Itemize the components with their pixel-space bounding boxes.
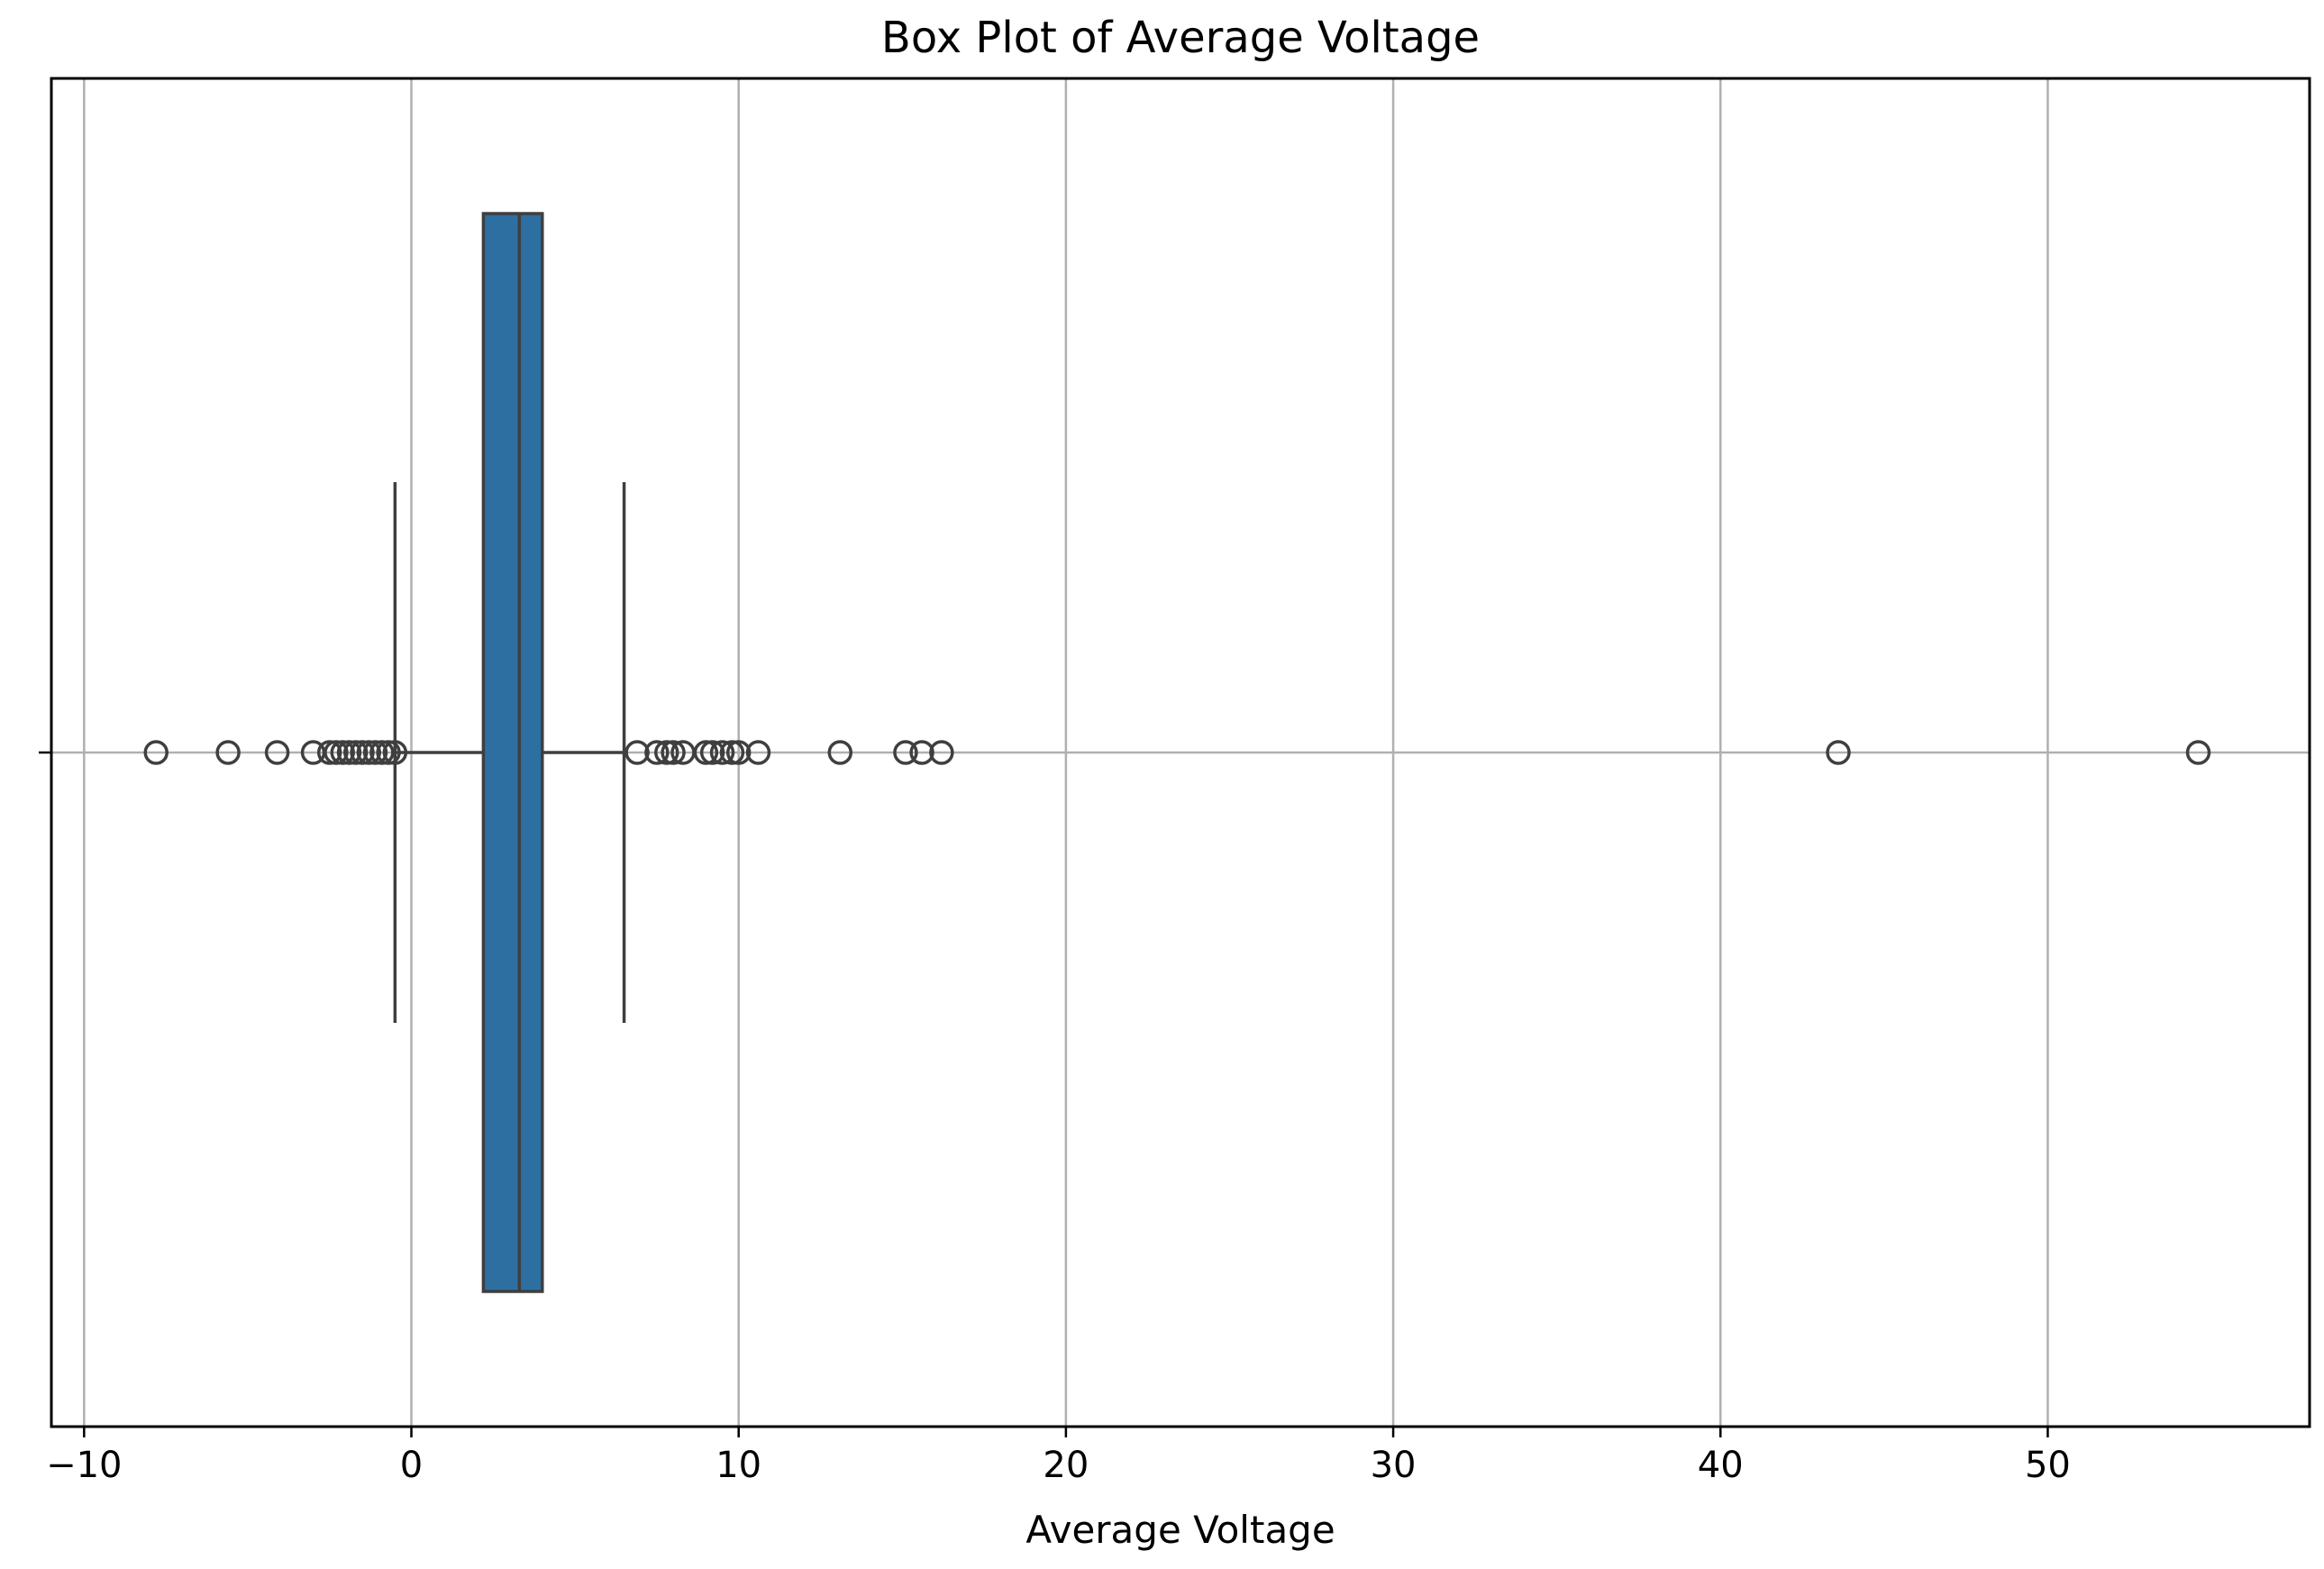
outlier-point: [709, 740, 735, 765]
outlier-point: [693, 740, 719, 765]
outlier-point: [336, 740, 362, 765]
outlier-point: [215, 740, 241, 765]
outlier-point: [2185, 740, 2211, 765]
outlier-point: [654, 740, 679, 765]
box-plot: [393, 212, 626, 1293]
x-tick-label: −10: [46, 1445, 122, 1486]
outlier-point: [827, 740, 853, 765]
x-tick-label: 30: [1371, 1445, 1417, 1486]
outlier-points: [143, 740, 2211, 765]
outlier-point: [382, 740, 408, 765]
outlier-point: [369, 740, 395, 765]
outlier-point: [909, 740, 934, 765]
outlier-point: [745, 740, 771, 765]
outlier-point: [624, 740, 650, 765]
outlier-point: [143, 740, 169, 765]
outlier-point: [719, 740, 745, 765]
x-tick-label: 40: [1698, 1445, 1744, 1486]
outlier-point: [376, 740, 401, 765]
outlier-point: [661, 740, 686, 765]
outlier-point: [324, 740, 349, 765]
x-tick-label: 20: [1043, 1445, 1089, 1486]
grid-lines: [51, 78, 2310, 1427]
outlier-point: [343, 740, 369, 765]
x-axis-label: Average Voltage: [1025, 1508, 1335, 1552]
outlier-point: [316, 740, 342, 765]
outlier-point: [699, 740, 725, 765]
outlier-point: [1826, 740, 1851, 765]
outlier-point: [725, 740, 752, 765]
outlier-point: [893, 740, 918, 765]
outlier-point: [362, 740, 388, 765]
x-tick-label: 0: [400, 1445, 423, 1486]
chart-title: Box Plot of Average Voltage: [881, 13, 1480, 63]
x-axis-ticks: −10 0 10 20 30 40 50: [39, 751, 2071, 1486]
outlier-point: [350, 740, 375, 765]
outlier-point: [929, 740, 954, 765]
x-tick-label: 50: [2025, 1445, 2071, 1486]
outlier-point: [644, 740, 670, 765]
x-tick-label: 10: [715, 1445, 761, 1486]
outlier-point: [356, 740, 382, 765]
outlier-point: [330, 740, 355, 765]
outlier-point: [264, 740, 290, 765]
interquartile-box: [481, 212, 544, 1293]
